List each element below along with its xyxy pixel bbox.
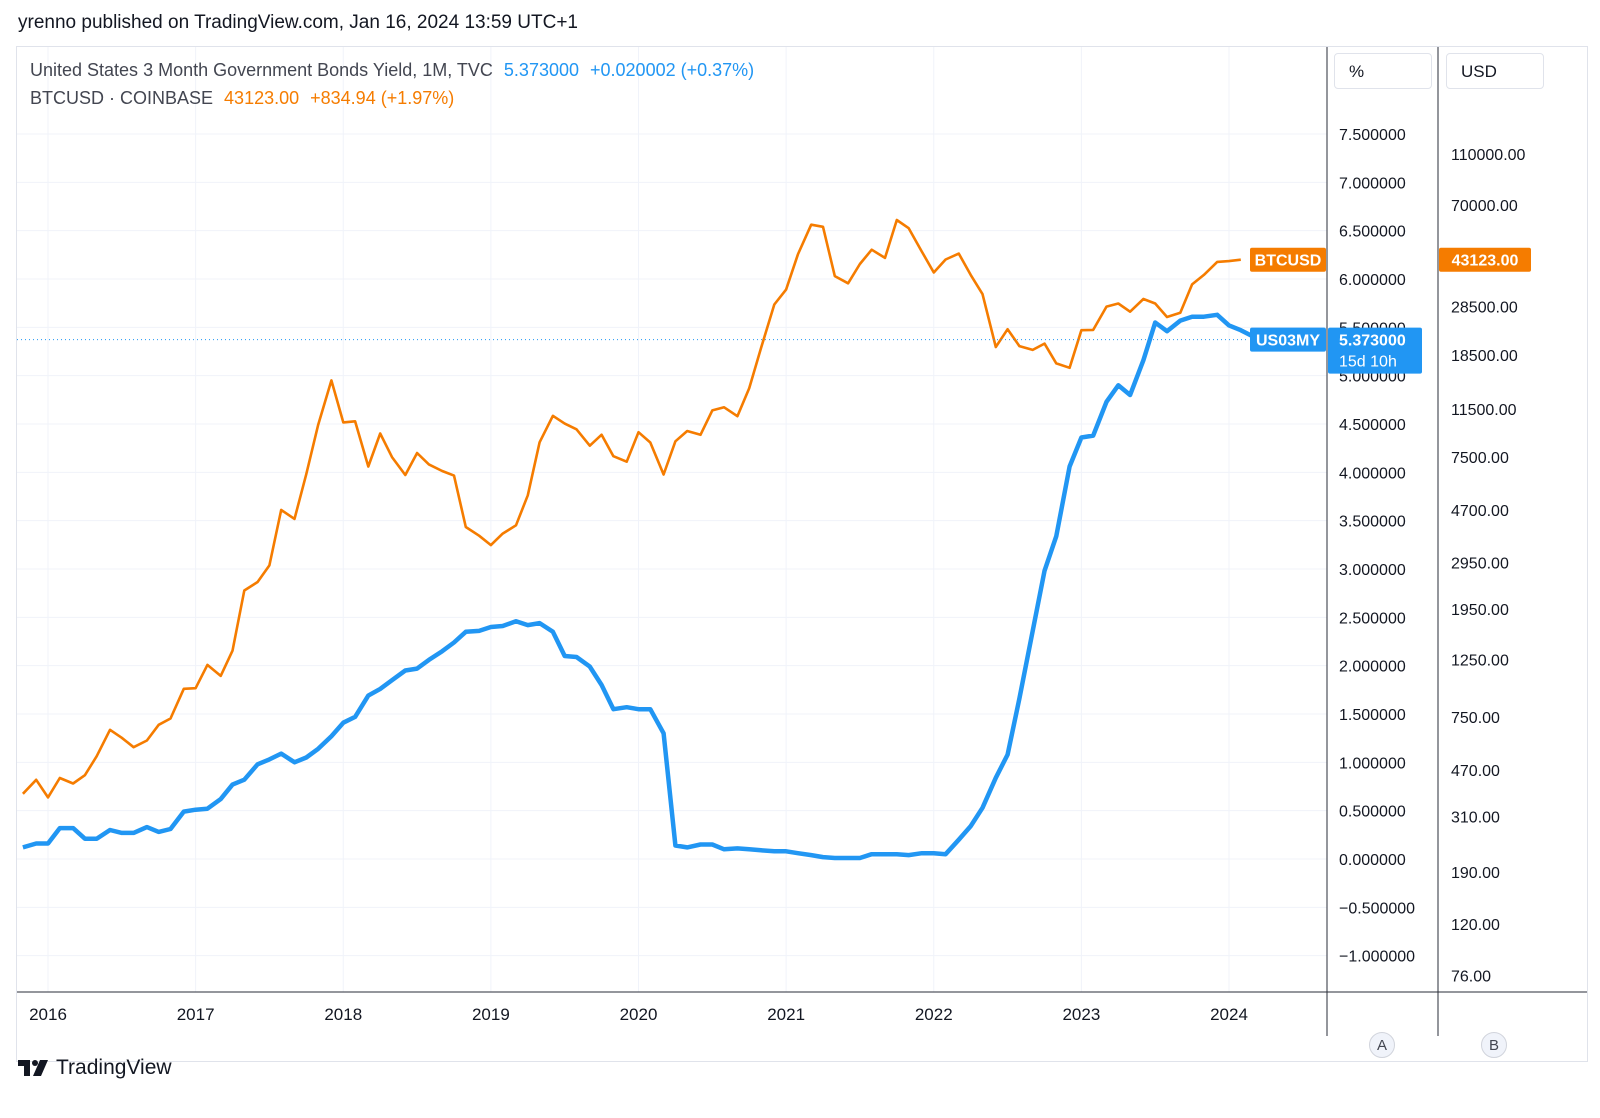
btc-tick-label: 4700.00 <box>1451 503 1509 520</box>
time-tick-label: 2022 <box>915 1005 953 1024</box>
btc-tick-label: 1950.00 <box>1451 602 1509 619</box>
yield-tick-label: −1.000000 <box>1339 949 1415 966</box>
yield-tick-label: 1.500000 <box>1339 707 1406 724</box>
btc-tick-label: 310.00 <box>1451 810 1500 827</box>
btc-tick-label: 7500.00 <box>1451 450 1509 467</box>
right-scale-auto-button[interactable]: B <box>1481 1032 1507 1058</box>
us03my-value-label <box>1328 327 1422 374</box>
btc-series-tag-text: BTCUSD <box>1255 253 1322 270</box>
yield-tick-label: 3.000000 <box>1339 562 1406 579</box>
us03my-countdown-text: 15d 10h <box>1339 354 1397 371</box>
time-axis-ticks: 2016 2017 2018 2019 2020 2021 2022 2023 2024 <box>29 1005 1248 1024</box>
btc-tick-label: 76.00 <box>1451 968 1491 985</box>
btc-axis-ticks: 110000.0070000.0041000.0028500.0018500.0… <box>1451 147 1526 985</box>
btc-series-tag <box>1250 247 1326 272</box>
yield-tick-label: 3.500000 <box>1339 514 1406 531</box>
yield-tick-label: −0.500000 <box>1339 900 1415 917</box>
btc-tick-label: 750.00 <box>1451 710 1500 727</box>
btc-tick-label: 190.00 <box>1451 865 1500 882</box>
tradingview-logo[interactable]: TradingView <box>18 1056 172 1080</box>
yield-tick-label: 6.500000 <box>1339 224 1406 241</box>
us03my-series-line <box>22 312 1261 861</box>
legend-btcusd-name: BTCUSD · COINBASE <box>30 88 214 108</box>
time-tick-label: 2017 <box>177 1005 215 1024</box>
btc-tick-label: 1250.00 <box>1451 652 1509 669</box>
time-tick-label: 2024 <box>1210 1005 1248 1024</box>
chart-frame <box>16 46 1588 1062</box>
right-axis-unit-button[interactable]: USD <box>1446 53 1544 89</box>
legend-btcusd[interactable]: BTCUSD · COINBASE 43123.00 +834.94 (+1.9… <box>30 88 460 109</box>
tradingview-logo-text: TradingView <box>56 1056 172 1079</box>
yield-tick-label: 1.000000 <box>1339 755 1406 772</box>
yield-tick-label: 0.000000 <box>1339 852 1406 869</box>
legend-us03my-change: +0.020002 (+0.37%) <box>590 60 755 80</box>
grid-lines <box>17 47 1327 992</box>
tradingview-logo-icon <box>18 1056 50 1080</box>
last-value-markers: BTCUSD 43123.00 US03MY 5.373000 15d 10h <box>17 247 1531 374</box>
time-tick-label: 2020 <box>620 1005 658 1024</box>
legend-us03my[interactable]: United States 3 Month Government Bonds Y… <box>30 60 760 81</box>
yield-tick-label: 2.500000 <box>1339 610 1406 627</box>
left-axis-unit-button[interactable]: % <box>1334 53 1432 89</box>
yield-tick-label: 7.000000 <box>1339 175 1406 192</box>
yield-tick-label: 2.000000 <box>1339 659 1406 676</box>
btc-tick-label: 2950.00 <box>1451 555 1509 572</box>
btc-tick-label: 18500.00 <box>1451 348 1518 365</box>
yield-tick-label: 4.000000 <box>1339 465 1406 482</box>
legend-btcusd-value: 43123.00 <box>224 88 300 108</box>
yield-tick-label: 4.500000 <box>1339 417 1406 434</box>
btc-tick-label: 120.00 <box>1451 917 1500 934</box>
btc-tick-label: 110000.00 <box>1451 147 1526 164</box>
legend-us03my-value: 5.373000 <box>503 60 579 80</box>
legend-btcusd-change: +834.94 (+1.97%) <box>310 88 455 108</box>
left-scale-auto-button[interactable]: A <box>1369 1032 1395 1058</box>
us03my-value-label-text: 5.373000 <box>1339 333 1406 350</box>
btc-price-label <box>1439 247 1531 272</box>
btcusd-series-line <box>21 218 1241 799</box>
time-tick-label: 2021 <box>767 1005 805 1024</box>
pane-separators <box>17 47 1587 1036</box>
publish-header: yrenno published on TradingView.com, Jan… <box>18 12 578 33</box>
yield-tick-label: 0.500000 <box>1339 804 1406 821</box>
btc-price-label-text: 43123.00 <box>1452 253 1519 270</box>
time-tick-label: 2018 <box>324 1005 362 1024</box>
legend-us03my-name: United States 3 Month Government Bonds Y… <box>30 60 493 80</box>
btc-tick-label: 470.00 <box>1451 763 1500 780</box>
time-tick-label: 2019 <box>472 1005 510 1024</box>
yield-axis-ticks: 7.5000007.0000006.5000006.0000005.500000… <box>1339 127 1415 966</box>
btc-tick-label: 70000.00 <box>1451 198 1518 215</box>
us03my-series-tag-text: US03MY <box>1256 333 1320 350</box>
time-tick-label: 2023 <box>1062 1005 1100 1024</box>
btc-tick-label: 11500.00 <box>1451 402 1517 419</box>
time-tick-label: 2016 <box>29 1005 67 1024</box>
yield-tick-label: 7.500000 <box>1339 127 1406 144</box>
yield-tick-label: 6.000000 <box>1339 272 1406 289</box>
btc-tick-label: 28500.00 <box>1451 299 1518 316</box>
us03my-series-tag <box>1250 327 1326 352</box>
